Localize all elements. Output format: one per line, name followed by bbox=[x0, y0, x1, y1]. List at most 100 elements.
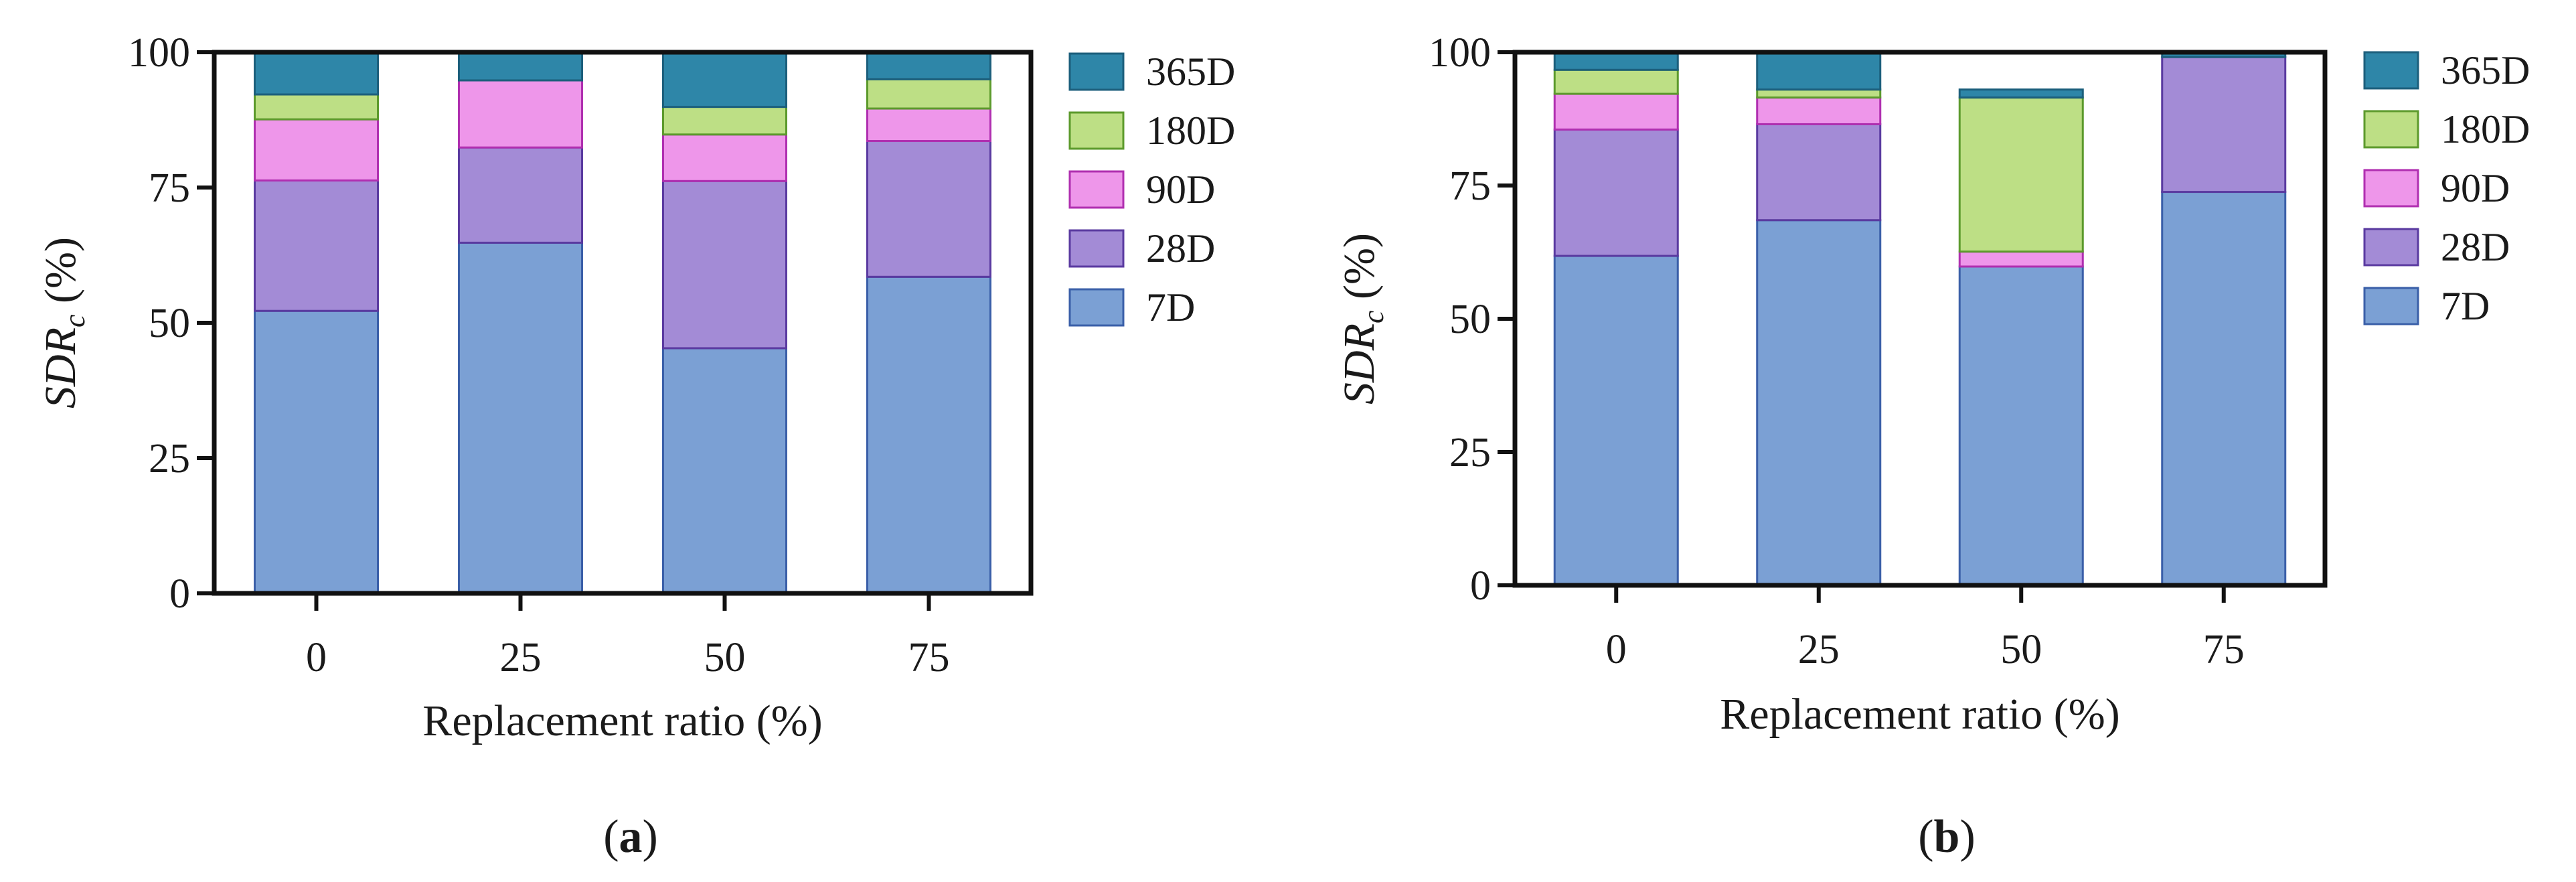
y-axis-title-sub-a: c bbox=[58, 314, 91, 327]
bars-group-b bbox=[1553, 51, 2287, 587]
panel-label-b-close: ) bbox=[1959, 811, 1975, 863]
y-tick-label-b-100: 100 bbox=[1429, 30, 1491, 76]
bar-a-75-365D bbox=[866, 51, 991, 80]
legend-label-a-7D: 7D bbox=[1146, 285, 1195, 329]
y-axis-title-b: SDRc (%) bbox=[1335, 233, 1390, 405]
bar-a-50-365D bbox=[662, 51, 787, 108]
y-tick-label-a-75: 75 bbox=[149, 165, 190, 211]
bar-b-50-365D bbox=[1958, 88, 2084, 99]
legend-label-b-90D: 90D bbox=[2441, 166, 2510, 210]
panel-label-a-open: ( bbox=[603, 811, 619, 863]
x-tick-label-a-75: 75 bbox=[908, 635, 950, 680]
x-tick-label-b-0: 0 bbox=[1606, 627, 1627, 672]
legend-swatch-a-180D bbox=[1068, 111, 1125, 150]
bar-b-0-90D bbox=[1553, 92, 1679, 131]
y-axis-title-suffix-a: (%) bbox=[36, 237, 85, 314]
legend-label-b-28D: 28D bbox=[2441, 225, 2510, 269]
legend-b: 365D 180D 90D 28D 7D bbox=[2363, 48, 2530, 328]
bar-a-0-28D bbox=[254, 179, 379, 312]
bar-b-25-365D bbox=[1756, 51, 1882, 91]
x-axis-title-a: Replacement ratio (%) bbox=[422, 696, 822, 745]
legend-swatch-b-180D bbox=[2363, 110, 2419, 149]
bar-b-50-90D bbox=[1958, 250, 2084, 268]
bar-b-75-7D bbox=[2161, 191, 2287, 587]
bar-a-0-365D bbox=[254, 51, 379, 96]
x-axis-title-b: Replacement ratio (%) bbox=[1720, 690, 2119, 739]
bar-b-50-180D bbox=[1958, 96, 2084, 253]
legend-swatch-a-90D bbox=[1068, 170, 1125, 209]
x-tick-label-b-25: 25 bbox=[1798, 627, 1840, 672]
chart-panel-b: 0 25 50 75 100 0 25 50 75 Replacement ratio (%)… bbox=[1335, 30, 2530, 863]
chart-panel-a: 0 25 50 75 100 0 25 50 75 Replacement ratio (%)… bbox=[36, 30, 1235, 863]
legend-swatch-a-28D bbox=[1068, 229, 1125, 268]
y-axis-title-sub-b: c bbox=[1357, 310, 1390, 323]
bar-a-25-365D bbox=[458, 51, 583, 82]
x-tick-label-a-50: 50 bbox=[704, 635, 746, 680]
legend-a: 365D 180D 90D 28D 7D bbox=[1068, 50, 1235, 329]
y-tick-label-b-25: 25 bbox=[1449, 430, 1491, 475]
y-axis-title-main-b: SDR bbox=[1335, 323, 1384, 405]
bar-b-50-7D bbox=[1958, 265, 2084, 587]
panel-label-a-letter: a bbox=[619, 811, 643, 863]
legend-swatch-b-28D bbox=[2363, 228, 2419, 267]
bar-a-0-180D bbox=[254, 93, 379, 121]
y-tick-label-a-25: 25 bbox=[149, 436, 190, 482]
bar-a-25-28D bbox=[458, 146, 583, 244]
y-axis-title-suffix-b: (%) bbox=[1335, 233, 1384, 310]
legend-swatch-b-7D bbox=[2363, 287, 2419, 325]
legend-label-b-7D: 7D bbox=[2441, 284, 2490, 328]
legend-label-a-365D: 365D bbox=[1146, 50, 1235, 94]
x-tick-label-b-50: 50 bbox=[2000, 627, 2042, 672]
x-tick-label-a-25: 25 bbox=[500, 635, 542, 680]
bar-a-25-7D bbox=[458, 241, 583, 595]
legend-swatch-a-365D bbox=[1068, 52, 1125, 91]
x-tick-label-a-0: 0 bbox=[306, 635, 327, 680]
bar-a-75-7D bbox=[866, 275, 991, 595]
bar-a-50-7D bbox=[662, 347, 787, 595]
bar-a-50-90D bbox=[662, 133, 787, 182]
x-axis-b: 0 25 50 75 bbox=[1606, 585, 2245, 672]
legend-swatch-b-365D bbox=[2363, 51, 2419, 90]
bar-b-25-90D bbox=[1756, 96, 1882, 125]
bar-a-0-90D bbox=[254, 118, 379, 181]
bar-b-0-7D bbox=[1553, 254, 1679, 587]
legend-swatch-a-7D bbox=[1068, 288, 1125, 327]
legend-label-b-365D: 365D bbox=[2441, 48, 2530, 92]
bar-a-25-90D bbox=[458, 79, 583, 149]
bar-b-25-180D bbox=[1756, 88, 1882, 99]
y-tick-label-b-75: 75 bbox=[1449, 163, 1491, 209]
bar-a-75-28D bbox=[866, 140, 991, 278]
y-axis-b: 0 25 50 75 100 bbox=[1429, 30, 1515, 609]
bar-b-0-365D bbox=[1553, 51, 1679, 71]
bar-b-25-7D bbox=[1756, 219, 1882, 587]
bar-a-0-7D bbox=[254, 309, 379, 595]
y-tick-label-a-100: 100 bbox=[128, 30, 190, 76]
bar-b-75-28D bbox=[2161, 56, 2287, 194]
y-axis-a: 0 25 50 75 100 bbox=[128, 30, 214, 617]
y-tick-label-b-0: 0 bbox=[1470, 563, 1491, 609]
y-tick-label-a-0: 0 bbox=[169, 571, 190, 617]
bar-b-25-28D bbox=[1756, 123, 1882, 222]
legend-label-a-180D: 180D bbox=[1146, 108, 1235, 153]
y-axis-title-main-a: SDR bbox=[36, 327, 85, 409]
x-axis-a: 0 25 50 75 bbox=[306, 593, 950, 680]
panel-label-a-close: ) bbox=[643, 811, 658, 863]
legend-label-a-28D: 28D bbox=[1146, 226, 1215, 271]
y-axis-title-a: SDRc (%) bbox=[36, 237, 91, 409]
bars-group-a bbox=[254, 51, 991, 595]
bar-b-0-180D bbox=[1553, 68, 1679, 95]
x-tick-label-b-75: 75 bbox=[2203, 627, 2245, 672]
bar-a-50-180D bbox=[662, 106, 787, 136]
panel-label-b-open: ( bbox=[1918, 811, 1933, 863]
y-tick-label-b-50: 50 bbox=[1449, 297, 1491, 342]
bar-a-75-180D bbox=[866, 78, 991, 110]
legend-swatch-b-90D bbox=[2363, 169, 2419, 208]
bar-a-75-90D bbox=[866, 107, 991, 143]
y-tick-label-a-50: 50 bbox=[149, 301, 190, 346]
legend-label-a-90D: 90D bbox=[1146, 167, 1215, 212]
panel-label-a: (a) bbox=[603, 811, 658, 863]
bar-a-50-28D bbox=[662, 179, 787, 350]
bar-b-0-28D bbox=[1553, 128, 1679, 257]
panel-label-b-letter: b bbox=[1934, 811, 1960, 863]
